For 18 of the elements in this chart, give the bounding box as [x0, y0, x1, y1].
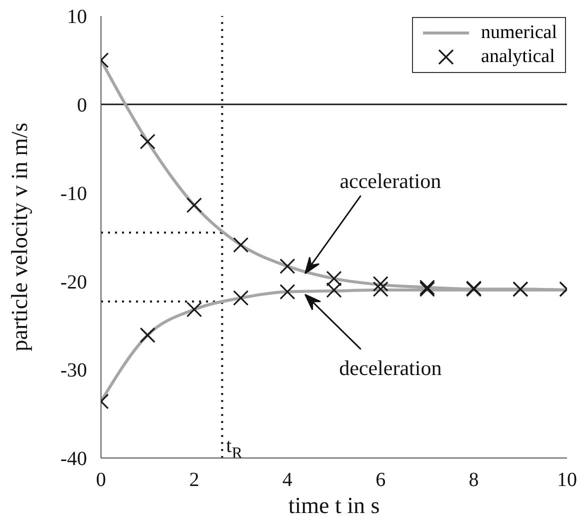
x-tick-label: 10 [557, 469, 577, 492]
y-tick-label: 0 [77, 94, 87, 116]
x-tick-label: 6 [376, 469, 386, 492]
x-tick-label: 8 [468, 469, 479, 492]
y-tick-label: -40 [60, 448, 87, 470]
x-axis-title: time t in s [288, 493, 380, 518]
y-tick-label: 10 [67, 6, 87, 28]
x-tick-label: 0 [96, 469, 106, 492]
y-tick-label: -30 [60, 360, 87, 382]
y-tick-label: -10 [60, 182, 87, 205]
legend-label: analytical [481, 45, 555, 69]
annotation: acceleration [340, 169, 442, 194]
y-axis-title: particle velocity v in m/s [7, 122, 32, 352]
x-tick-label: 2 [189, 469, 200, 492]
annotation: deceleration [339, 356, 442, 380]
x-tick-label: 4 [282, 469, 292, 492]
legend-label: numerical [481, 21, 557, 45]
y-tick-label: -20 [60, 271, 87, 294]
